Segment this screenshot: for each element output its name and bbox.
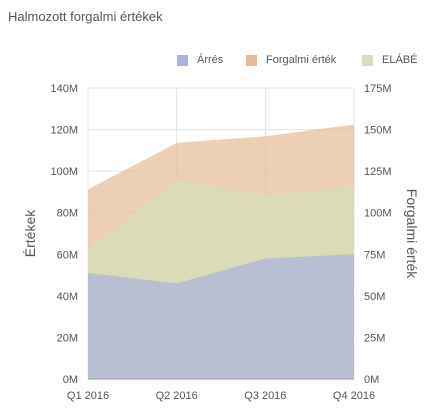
right-tick-label: 175M: [364, 83, 392, 95]
legend-item-elabe[interactable]: ELÁBÉ: [362, 54, 417, 66]
legend-swatch-arres: [177, 54, 188, 66]
chart-title: Halmozott forgalmi értékek: [8, 9, 163, 24]
left-tick-label: 80M: [57, 208, 78, 220]
x-axis-ticks: Q1 2016 Q2 2016 Q3 2016 Q4 2016: [67, 390, 375, 402]
left-tick-label: 20M: [57, 332, 78, 344]
legend-label-forgalmi-ertek: Forgalmi érték: [266, 54, 337, 66]
left-tick-label: 120M: [50, 125, 78, 137]
left-tick-label: 0M: [63, 374, 78, 386]
legend-label-arres: Árrés: [197, 54, 224, 66]
x-tick-label: Q3 2016: [244, 390, 286, 402]
legend-swatch-forgalmi-ertek: [246, 54, 257, 66]
legend-item-arres[interactable]: Árrés: [177, 54, 223, 66]
legend-item-forgalmi-ertek[interactable]: Forgalmi érték: [246, 54, 336, 66]
right-tick-label: 75M: [364, 249, 385, 261]
left-tick-label: 60M: [57, 249, 78, 261]
legend-label-elabe: ELÁBÉ: [382, 54, 418, 66]
area-series: [88, 124, 354, 379]
right-tick-label: 125M: [364, 166, 392, 178]
x-tick-label: Q4 2016: [333, 390, 375, 402]
x-tick-label: Q2 2016: [156, 390, 198, 402]
right-axis-ticks: 0M 25M 50M 75M 100M 125M 150M 175M: [364, 83, 392, 386]
x-tick-label: Q1 2016: [67, 390, 109, 402]
legend-swatch-elabe: [362, 54, 373, 66]
right-axis-title: Forgalmi érték: [404, 189, 420, 279]
right-tick-label: 150M: [364, 125, 392, 137]
area-arres[interactable]: [88, 254, 354, 379]
right-tick-label: 25M: [364, 332, 385, 344]
left-tick-label: 140M: [50, 83, 78, 95]
legend: Árrés Forgalmi érték ELÁBÉ: [0, 54, 440, 70]
left-axis-title: Értékek: [22, 209, 38, 257]
right-tick-label: 50M: [364, 291, 385, 303]
right-tick-label: 0M: [364, 374, 379, 386]
left-axis-ticks: 0M 20M 40M 60M 80M 100M 120M 140M: [50, 83, 78, 386]
left-tick-label: 100M: [50, 166, 78, 178]
left-tick-label: 40M: [57, 291, 78, 303]
right-tick-label: 100M: [364, 208, 392, 220]
